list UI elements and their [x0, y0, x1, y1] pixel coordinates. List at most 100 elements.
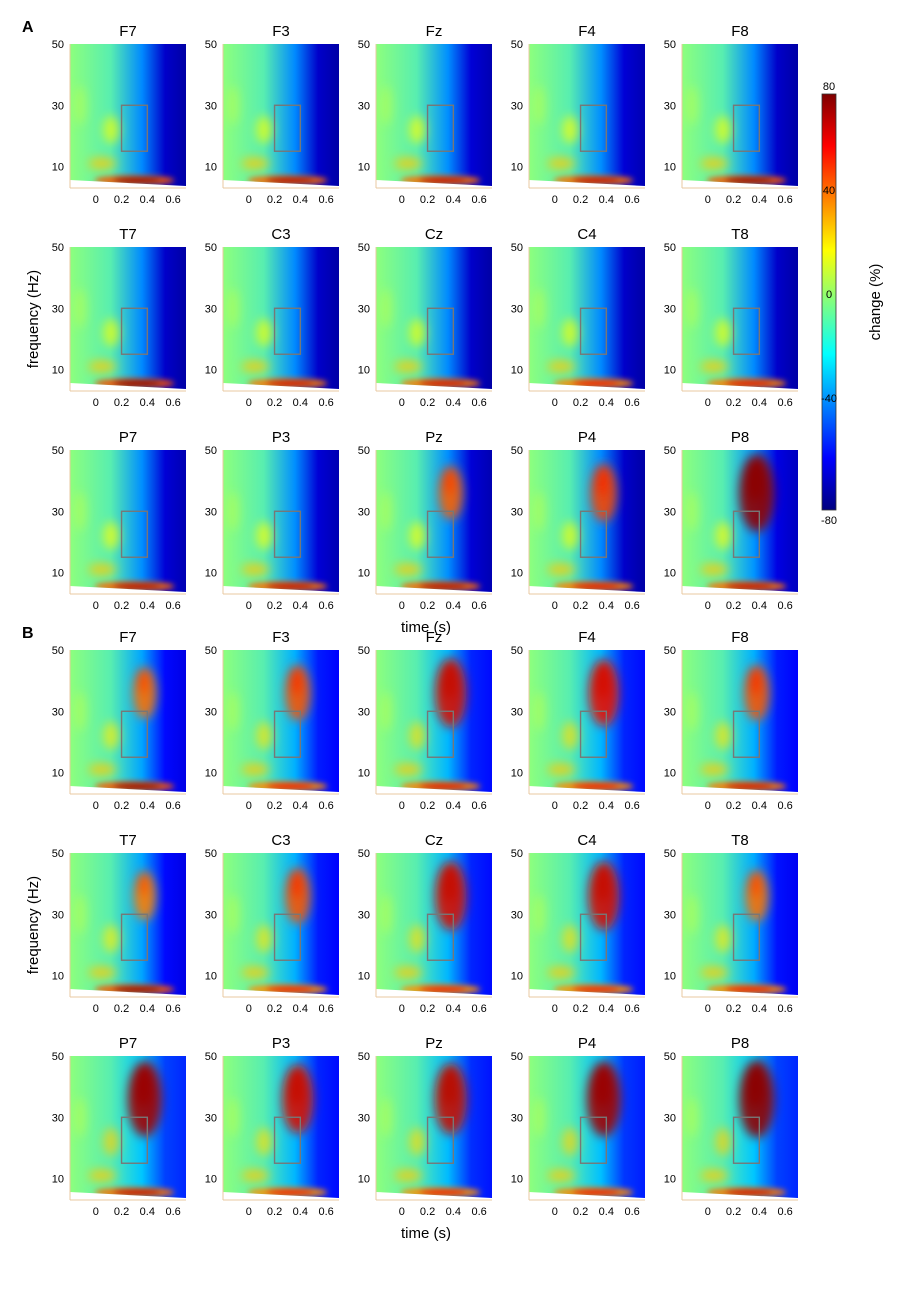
y-tick-label: 10 — [664, 971, 676, 983]
y-tick-label: 50 — [358, 39, 370, 51]
x-tick-label: 0.4 — [446, 1206, 461, 1218]
tfr-heatmap-B-T7 — [70, 853, 186, 997]
x-tick-label: 0 — [552, 1003, 558, 1015]
y-tick-label: 30 — [664, 506, 676, 518]
electrode-title: T8 — [731, 226, 749, 243]
tfr-heatmap-B-F8 — [682, 650, 798, 794]
x-tick-label: 0 — [705, 1003, 711, 1015]
tfr-panel-B-F8: F8 10 30 50 0 0.2 0.4 0.6 — [664, 629, 798, 812]
y-tick-label: 30 — [664, 1112, 676, 1124]
y-tick-label: 50 — [205, 242, 217, 254]
electrode-title: Cz — [425, 832, 443, 849]
y-tick-label: 50 — [664, 39, 676, 51]
electrode-title: T7 — [119, 226, 137, 243]
y-tick-label: 50 — [52, 848, 64, 860]
x-tick-label: 0.4 — [752, 1003, 767, 1015]
x-tick-label: 0.2 — [726, 600, 741, 612]
x-tick-label: 0 — [93, 397, 99, 409]
electrode-title: P4 — [578, 429, 596, 446]
tfr-heatmap-A-C3 — [223, 247, 339, 391]
roi-box — [732, 104, 761, 152]
y-tick-label: 50 — [358, 445, 370, 457]
roi-box — [273, 913, 302, 961]
x-tick-label: 0.4 — [446, 1003, 461, 1015]
electrode-title: F3 — [272, 23, 290, 40]
x-tick-label: 0.6 — [624, 194, 639, 206]
roi-box — [120, 710, 149, 758]
y-tick-label: 50 — [664, 242, 676, 254]
y-tick-label: 10 — [52, 768, 64, 780]
x-tick-label: 0.6 — [624, 600, 639, 612]
roi-box — [273, 710, 302, 758]
y-tick-label: 50 — [511, 39, 523, 51]
roi-box — [273, 307, 302, 355]
x-tick-label: 0.6 — [471, 397, 486, 409]
y-tick-label: 50 — [205, 445, 217, 457]
y-tick-label: 30 — [52, 303, 64, 315]
tfr-panel-A-Pz: Pz 10 30 50 0 0.2 0.4 0.6 — [358, 429, 492, 612]
x-tick-label: 0.2 — [267, 397, 282, 409]
electrode-title: Pz — [425, 429, 443, 446]
y-tick-label: 50 — [511, 1051, 523, 1063]
electrode-title: P7 — [119, 429, 137, 446]
x-tick-label: 0 — [246, 397, 252, 409]
x-tick-label: 0 — [246, 194, 252, 206]
y-tick-label: 50 — [52, 242, 64, 254]
x-tick-label: 0.4 — [140, 800, 155, 812]
y-tick-label: 50 — [664, 848, 676, 860]
electrode-title: F7 — [119, 629, 137, 646]
x-tick-label: 0.2 — [573, 800, 588, 812]
x-tick-label: 0.2 — [726, 194, 741, 206]
x-tick-label: 0.4 — [140, 600, 155, 612]
colorbar-tick-label: -80 — [821, 515, 837, 527]
y-tick-label: 30 — [205, 506, 217, 518]
y-tick-label: 50 — [511, 848, 523, 860]
x-tick-label: 0.2 — [726, 397, 741, 409]
electrode-title: C4 — [577, 226, 596, 243]
colorbar-scale — [821, 93, 837, 511]
x-tick-label: 0.4 — [599, 1206, 614, 1218]
roi-box — [732, 913, 761, 961]
roi-box — [732, 510, 761, 558]
electrode-title: P7 — [119, 1035, 137, 1052]
y-tick-label: 50 — [205, 645, 217, 657]
y-tick-label: 50 — [511, 445, 523, 457]
x-tick-label: 0 — [399, 194, 405, 206]
tfr-panel-B-F7: F7 10 30 50 0 0.2 0.4 0.6 — [52, 629, 186, 812]
y-tick-label: 30 — [205, 100, 217, 112]
tfr-panel-B-F3: F3 10 30 50 0 0.2 0.4 0.6 — [205, 629, 339, 812]
x-tick-label: 0.6 — [318, 600, 333, 612]
tfr-panel-A-F8: F8 10 30 50 0 0.2 0.4 0.6 — [664, 23, 798, 206]
x-tick-label: 0.6 — [777, 1003, 792, 1015]
roi-box — [426, 913, 455, 961]
x-tick-label: 0.6 — [777, 194, 792, 206]
x-tick-label: 0.4 — [140, 194, 155, 206]
electrode-title: T7 — [119, 832, 137, 849]
x-tick-label: 0.4 — [293, 1206, 308, 1218]
tfr-heatmap-B-P3 — [223, 1056, 339, 1200]
y-tick-label: 30 — [511, 1112, 523, 1124]
tfr-panel-A-T7: T7 10 30 50 0 0.2 0.4 0.6 — [52, 226, 186, 409]
x-axis-label: time (s) — [401, 619, 451, 636]
x-tick-label: 0.4 — [599, 1003, 614, 1015]
x-tick-label: 0 — [93, 1206, 99, 1218]
x-tick-label: 0.6 — [777, 800, 792, 812]
x-tick-label: 0.4 — [599, 800, 614, 812]
tfr-heatmap-A-Cz — [376, 247, 492, 391]
y-tick-label: 10 — [205, 768, 217, 780]
x-tick-label: 0.2 — [114, 194, 129, 206]
roi-box — [120, 1116, 149, 1164]
x-tick-label: 0.2 — [114, 600, 129, 612]
x-tick-label: 0.6 — [471, 194, 486, 206]
tfr-heatmap-B-Cz — [376, 853, 492, 997]
tfr-heatmap-B-P8 — [682, 1056, 798, 1200]
electrode-title: F4 — [578, 629, 596, 646]
y-tick-label: 30 — [664, 100, 676, 112]
x-tick-label: 0.4 — [293, 600, 308, 612]
tfr-heatmap-B-F7 — [70, 650, 186, 794]
x-tick-label: 0.6 — [471, 1206, 486, 1218]
roi-box — [120, 913, 149, 961]
y-tick-label: 10 — [511, 768, 523, 780]
y-tick-label: 10 — [205, 1174, 217, 1186]
roi-box — [579, 307, 608, 355]
